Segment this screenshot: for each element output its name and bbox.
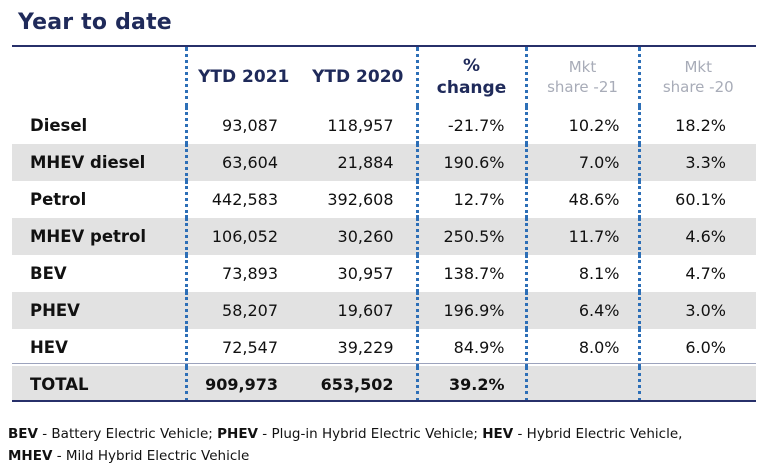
cell-ytd2020: 118,957 — [327, 116, 394, 135]
cell-ytd2020: 19,607 — [300, 292, 417, 329]
cell-ytd2020: 39,229 — [337, 338, 394, 357]
row-label: Diesel — [30, 116, 88, 135]
header-change-line2: change — [436, 78, 507, 98]
cell-mkt20: 18.2% — [637, 107, 756, 144]
table-row: HEV 72,547 39,229 84.9% 8.0% 6.0% — [12, 329, 756, 366]
total-ytd2020: 653,502 — [300, 366, 417, 402]
cell-mkt21: 6.4% — [524, 292, 639, 329]
cell-ytd2021: 442,583 — [184, 181, 300, 218]
header-mkt20: Mkt share -20 — [637, 47, 756, 107]
cell-mkt20: 3.3% — [637, 144, 756, 181]
cell-ytd2021: 93,087 — [184, 107, 300, 144]
total-label: TOTAL — [12, 366, 186, 402]
row-label: Petrol — [30, 190, 87, 209]
header-ytd2020: YTD 2020 — [312, 67, 404, 87]
row-label: HEV — [30, 338, 68, 357]
cell-mkt21: 11.7% — [524, 218, 639, 255]
table-row: Diesel 93,087 118,957 -21.7% 10.2% 18.2% — [12, 107, 756, 144]
cell-mkt21: 10.2% — [524, 107, 639, 144]
cell-mkt21: 48.6% — [524, 181, 639, 218]
header-change-line1: % — [462, 56, 481, 76]
total-mkt21 — [524, 366, 639, 402]
header-row: YTD 2021 YTD 2020 % change Mkt share -21… — [12, 47, 756, 107]
total-divider — [12, 363, 756, 364]
cell-mkt20: 60.1% — [637, 181, 756, 218]
page-title: Year to date — [18, 10, 172, 35]
cell-ytd2020: 21,884 — [300, 144, 417, 181]
legend-phev-abbr: PHEV — [217, 426, 258, 442]
cell-change: 190.6% — [415, 144, 526, 181]
total-mkt20 — [637, 366, 756, 402]
cell-ytd2021: 72,547 — [184, 329, 300, 366]
total-row: TOTAL 909,973 653,502 39.2% — [12, 366, 756, 402]
row-label: MHEV diesel — [12, 144, 186, 181]
legend-mhev-text: - Mild Hybrid Electric Vehicle — [52, 448, 250, 464]
cell-mkt20: 6.0% — [637, 329, 756, 366]
bottom-rule — [12, 400, 756, 402]
header-empty — [12, 47, 186, 107]
table-row: Petrol 442,583 392,608 12.7% 48.6% 60.1% — [12, 181, 756, 218]
cell-mkt21: 7.0% — [524, 144, 639, 181]
header-change: % change — [415, 47, 526, 107]
cell-mkt20: 4.6% — [637, 218, 756, 255]
header-mkt21-line1: Mkt — [568, 58, 597, 76]
cell-change: 250.5% — [415, 218, 526, 255]
legend-hev-abbr: HEV — [482, 426, 514, 442]
legend-bev-abbr: BEV — [8, 426, 38, 442]
cell-mkt20: 4.7% — [637, 255, 756, 292]
cell-change: 84.9% — [415, 329, 526, 366]
table-row: MHEV petrol 106,052 30,260 250.5% 11.7% … — [12, 218, 756, 255]
legend-mhev-abbr: MHEV — [8, 448, 53, 464]
cell-change: -21.7% — [415, 107, 526, 144]
header-mkt21: Mkt share -21 — [524, 47, 639, 107]
legend-phev-text: - Plug-in Hybrid Electric Vehicle; — [258, 426, 483, 442]
cell-ytd2020: 30,260 — [300, 218, 417, 255]
cell-change: 138.7% — [415, 255, 526, 292]
row-label: MHEV petrol — [12, 218, 186, 255]
header-ytd2021: YTD 2021 — [184, 47, 300, 107]
cell-ytd2021: 58,207 — [184, 292, 300, 329]
cell-ytd2021: 63,604 — [184, 144, 300, 181]
cell-ytd2020: 392,608 — [327, 190, 394, 209]
legend-bev-text: - Battery Electric Vehicle; — [37, 426, 218, 442]
header-mkt21-line2: share -21 — [547, 78, 618, 96]
legend-hev-text: - Hybrid Electric Vehicle, — [513, 426, 683, 442]
legend: BEV - Battery Electric Vehicle; PHEV - P… — [8, 423, 760, 467]
row-label: BEV — [30, 264, 67, 283]
cell-mkt20: 3.0% — [637, 292, 756, 329]
table-row: PHEV 58,207 19,607 196.9% 6.4% 3.0% — [12, 292, 756, 329]
cell-ytd2020: 30,957 — [337, 264, 394, 283]
cell-change: 196.9% — [415, 292, 526, 329]
cell-mkt21: 8.0% — [524, 329, 639, 366]
ytd-table: YTD 2021 YTD 2020 % change Mkt share -21… — [12, 47, 756, 402]
cell-ytd2021: 73,893 — [184, 255, 300, 292]
row-label: PHEV — [12, 292, 186, 329]
header-mkt20-line1: Mkt — [684, 58, 712, 76]
table-row: BEV 73,893 30,957 138.7% 8.1% 4.7% — [12, 255, 756, 292]
header-mkt20-line2: share -20 — [662, 78, 734, 96]
total-ytd2021: 909,973 — [184, 366, 300, 402]
cell-ytd2021: 106,052 — [184, 218, 300, 255]
top-rule — [12, 45, 756, 47]
cell-change: 12.7% — [415, 181, 526, 218]
total-change: 39.2% — [415, 366, 526, 402]
cell-mkt21: 8.1% — [524, 255, 639, 292]
table-row: MHEV diesel 63,604 21,884 190.6% 7.0% 3.… — [12, 144, 756, 181]
